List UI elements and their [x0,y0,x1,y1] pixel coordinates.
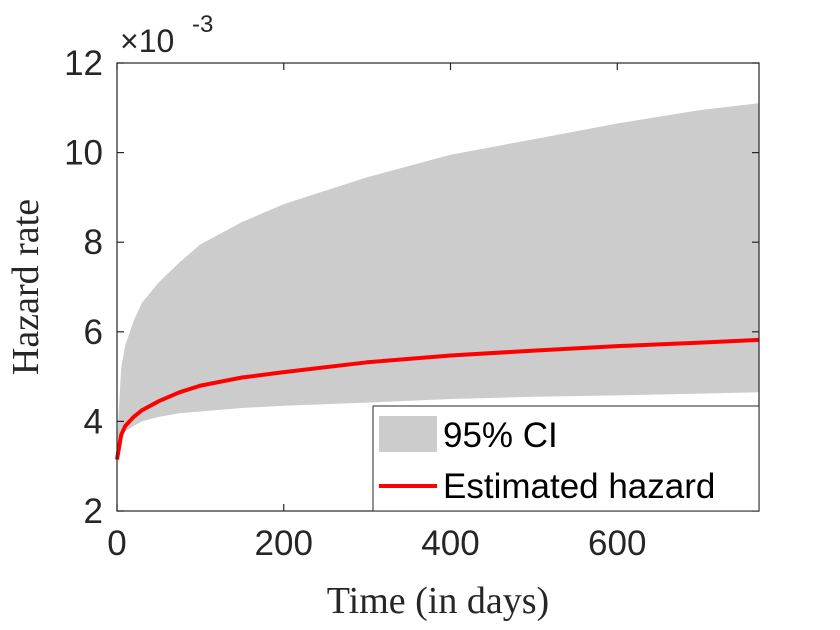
legend-box [372,405,760,512]
legend-label-hazard: Estimated hazard [443,467,715,506]
y-scale-multiplier: ×10 [120,23,174,59]
ci-band [117,103,759,458]
x-tick-label: 0 [107,524,126,563]
y-tick-label: 6 [84,313,103,352]
x-tick-label: 200 [255,524,313,563]
y-scale-exponent: -3 [192,11,213,38]
legend: 95% CI Estimated hazard [372,405,760,512]
y-tick-label: 4 [84,402,103,441]
y-tick-label: 2 [84,492,103,531]
series-line-0 [115,337,760,460]
legend-label-ci: 95% CI [443,416,558,455]
legend-swatch-ci [379,416,437,452]
x-tick-label: 400 [421,524,479,563]
y-axis-title: Hazard rate [5,199,47,375]
y-tick-label: 8 [84,223,103,262]
x-tick-label: 600 [588,524,646,563]
y-tick-label: 10 [64,134,103,173]
x-axis-title: Time (in days) [327,580,549,622]
y-tick-label: 12 [64,44,103,83]
